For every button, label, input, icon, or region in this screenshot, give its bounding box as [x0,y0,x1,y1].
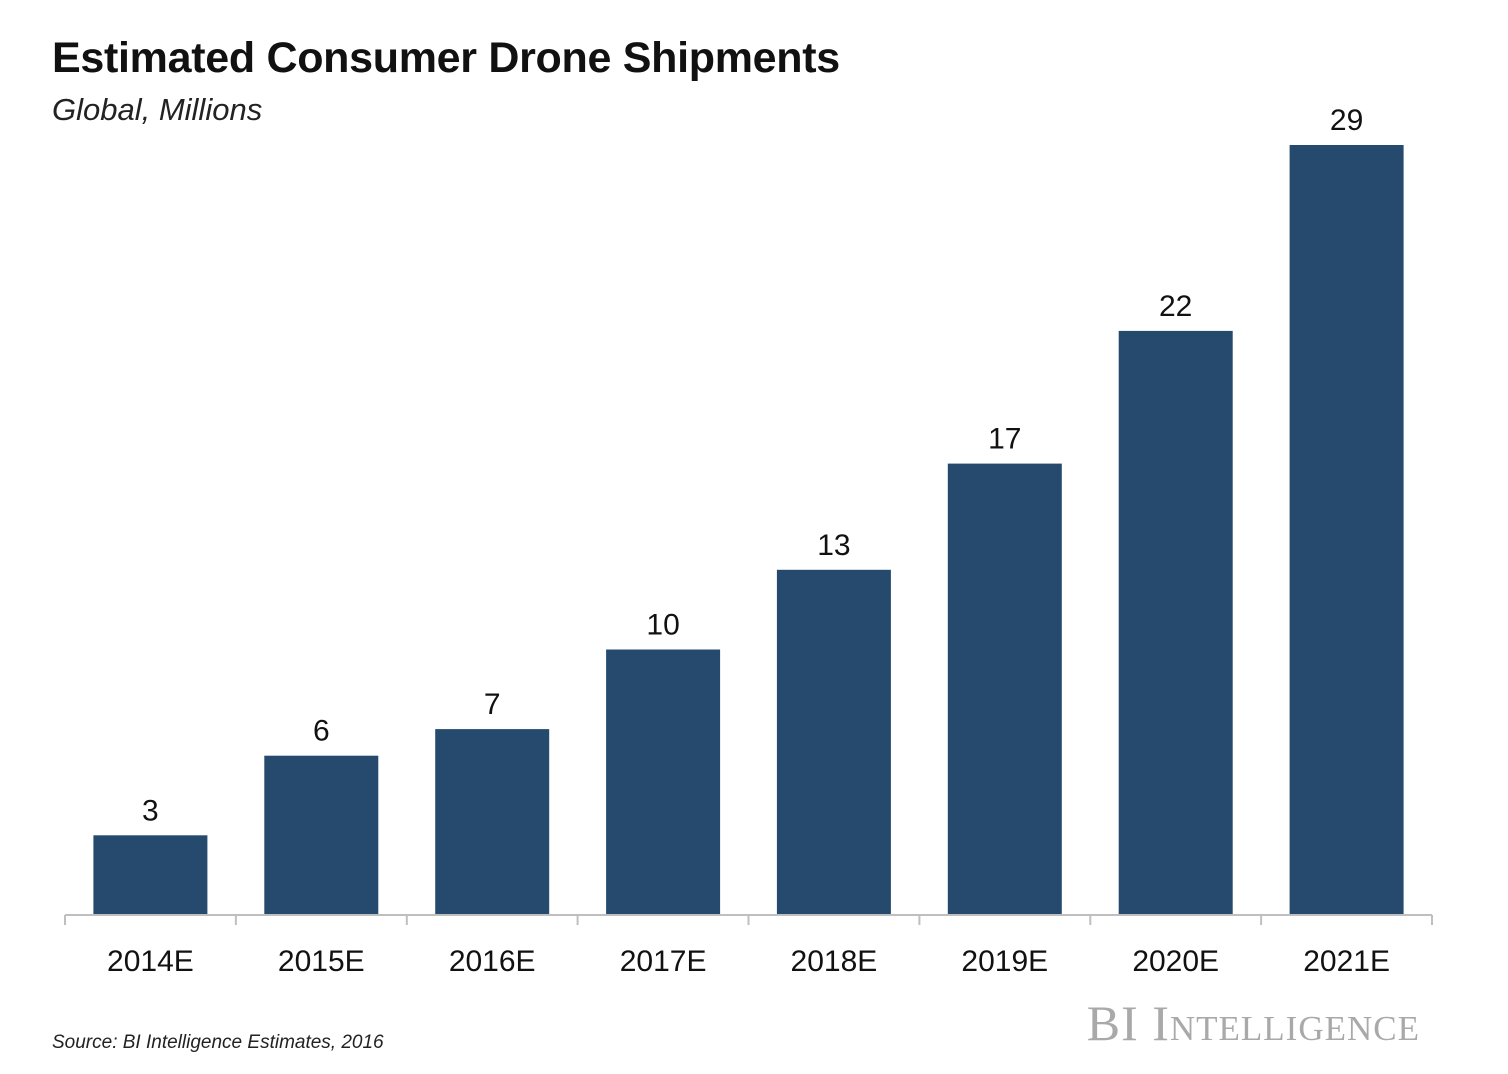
value-label-2019E: 17 [988,423,1021,456]
x-tick-labels-group: 2014E 2015E 2016E 2017E 2018E 2019E 2020E 2021E [107,945,1390,978]
value-label-2014E: 3 [142,794,159,827]
bar-2017E [606,649,721,915]
bar-2018E [776,569,891,915]
bar-2014E [93,835,208,915]
bar-2020E [1118,330,1233,915]
value-label-2017E: 10 [646,609,679,642]
x-tick-label-2021E: 2021E [1303,945,1390,978]
chart-subtitle: Global, Millions [52,92,263,127]
bars-group [93,145,1404,915]
x-tick-label-2015E: 2015E [278,945,365,978]
x-tick-label-2017E: 2017E [620,945,707,978]
source-note: Source: BI Intelligence Estimates, 2016 [52,1032,384,1053]
brand-logo: BI Intelligence [1086,995,1420,1051]
bar-2021E [1289,145,1404,915]
value-label-2018E: 13 [817,529,850,562]
x-tick-label-2016E: 2016E [449,945,536,978]
value-label-2021E: 29 [1330,104,1363,137]
value-label-2016E: 7 [484,688,501,721]
value-labels-group: 3 6 7 10 13 17 22 29 [142,104,1363,827]
chart-title: Estimated Consumer Drone Shipments [52,34,840,82]
bar-2015E [264,755,379,915]
value-label-2020E: 22 [1159,290,1192,323]
x-axis [64,914,1433,925]
bar-2016E [435,729,550,915]
bar-2019E [947,463,1062,915]
x-tick-label-2014E: 2014E [107,945,194,978]
x-tick-label-2019E: 2019E [961,945,1048,978]
value-label-2015E: 6 [313,715,330,748]
x-tick-label-2018E: 2018E [791,945,878,978]
x-tick-label-2020E: 2020E [1132,945,1219,978]
